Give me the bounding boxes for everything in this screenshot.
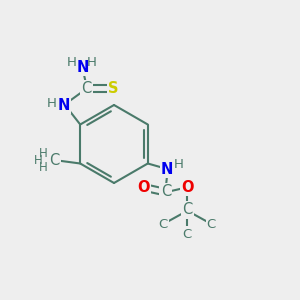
Text: H: H [34,154,43,167]
Text: O: O [181,180,194,195]
Text: H: H [47,97,57,110]
Text: N: N [161,162,173,177]
Text: C: C [207,218,216,232]
Text: C: C [160,184,171,200]
Text: N: N [77,60,89,75]
Text: H: H [67,56,77,69]
Text: H: H [87,56,97,69]
Text: C: C [50,153,60,168]
Text: C: C [183,227,192,241]
Text: C: C [182,202,193,217]
Text: H: H [174,158,184,171]
Text: O: O [137,180,149,195]
Text: H: H [39,147,48,161]
Text: S: S [108,81,119,96]
Text: C: C [81,81,92,96]
Text: H: H [39,160,48,174]
Text: C: C [159,218,168,232]
Text: N: N [58,98,70,112]
